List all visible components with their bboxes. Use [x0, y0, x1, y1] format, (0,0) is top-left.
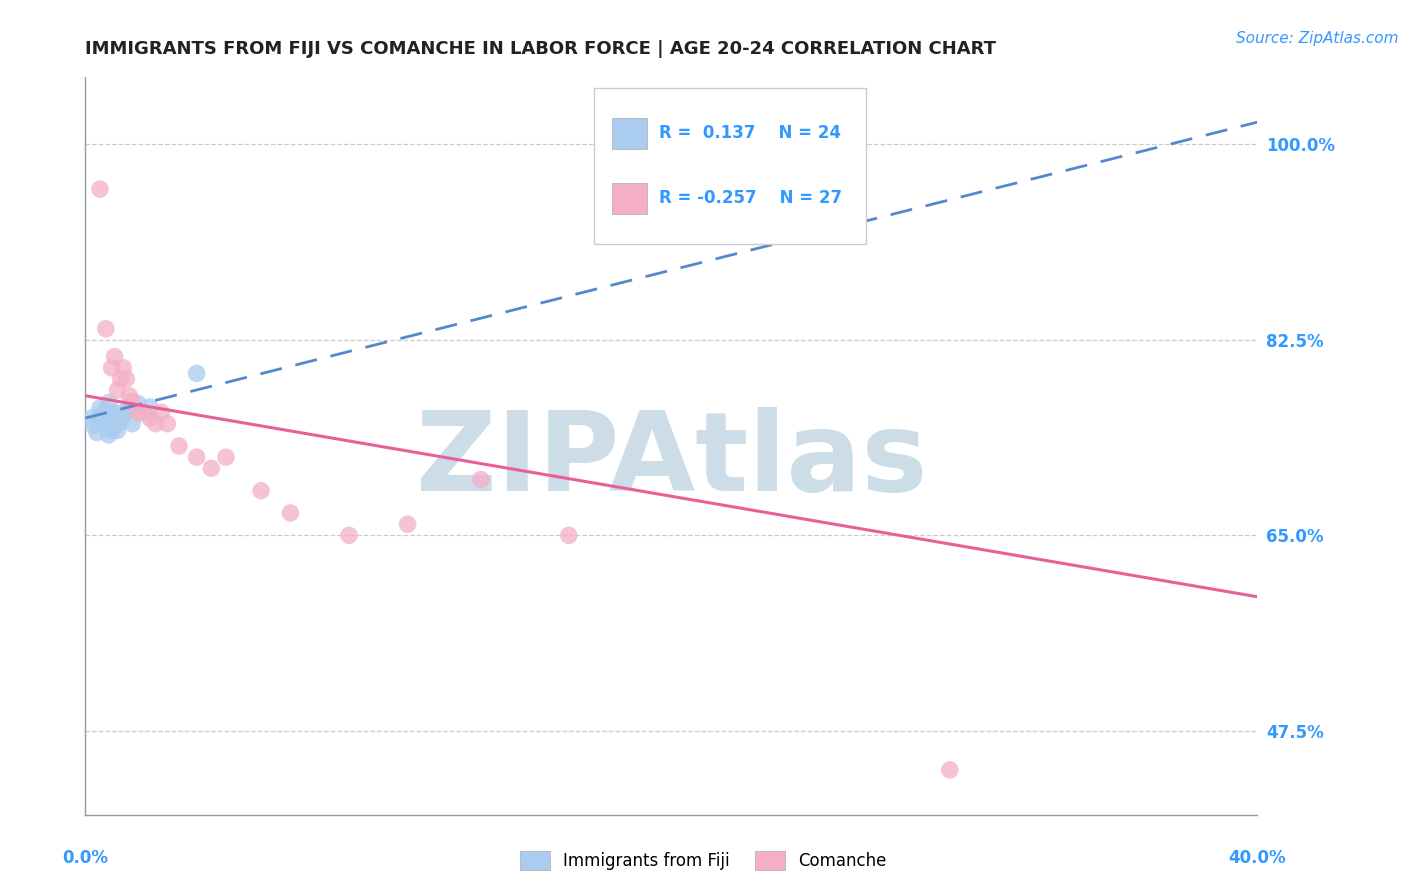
Text: IMMIGRANTS FROM FIJI VS COMANCHE IN LABOR FORCE | AGE 20-24 CORRELATION CHART: IMMIGRANTS FROM FIJI VS COMANCHE IN LABO… [86, 40, 997, 58]
Point [215, 450, 238, 465]
Point [100, 423, 122, 437]
Point [156, 417, 179, 431]
Legend: Immigrants from Fiji, Comanche: Immigrants from Fiji, Comanche [513, 844, 893, 877]
Point [112, 360, 135, 375]
Point [150, 405, 173, 419]
Point [94, 417, 117, 431]
Text: 40.0%: 40.0% [1229, 849, 1286, 867]
Point [91, 414, 114, 428]
Point [97, 427, 120, 442]
Point [470, 473, 492, 487]
Text: 0.0%: 0.0% [62, 849, 108, 867]
Point [280, 506, 302, 520]
Text: R =  0.137    N = 24: R = 0.137 N = 24 [658, 125, 841, 143]
Point [938, 763, 960, 777]
Point [110, 414, 132, 428]
Point [139, 400, 162, 414]
Point [186, 367, 208, 381]
Point [145, 417, 167, 431]
Point [118, 403, 141, 417]
Text: R = -0.257    N = 27: R = -0.257 N = 27 [658, 189, 842, 207]
Point [186, 450, 208, 465]
Point [100, 408, 122, 422]
Point [94, 322, 117, 336]
Point [132, 405, 155, 419]
Point [200, 461, 222, 475]
Point [127, 396, 149, 410]
Point [107, 423, 129, 437]
Point [89, 401, 111, 415]
Point [104, 405, 127, 419]
Point [104, 418, 127, 433]
Point [91, 408, 114, 422]
Point [115, 372, 138, 386]
Point [104, 350, 127, 364]
Text: ZIPAtlas: ZIPAtlas [416, 408, 927, 515]
Point [118, 389, 141, 403]
Text: Source: ZipAtlas.com: Source: ZipAtlas.com [1236, 31, 1399, 46]
Point [107, 383, 129, 397]
Point [83, 418, 105, 433]
Point [112, 408, 135, 422]
Point [167, 439, 190, 453]
Point [558, 528, 581, 542]
Point [100, 360, 122, 375]
Point [89, 182, 111, 196]
Point [121, 417, 143, 431]
Point [337, 528, 360, 542]
Point [139, 411, 162, 425]
Point [110, 372, 132, 386]
Point [94, 403, 117, 417]
Point [89, 409, 111, 424]
Point [250, 483, 273, 498]
Point [127, 405, 149, 419]
Point [396, 517, 419, 532]
Point [97, 395, 120, 409]
Point [121, 394, 143, 409]
Point [86, 425, 108, 440]
Point [115, 403, 138, 417]
Point [80, 411, 103, 425]
